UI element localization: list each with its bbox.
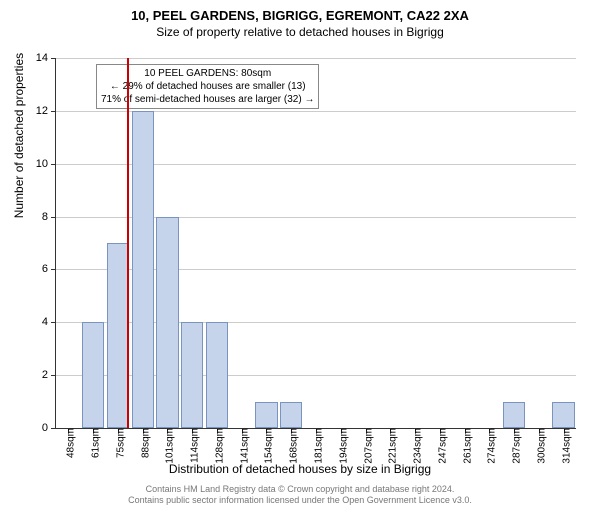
x-tick-label: 314sqm	[555, 428, 572, 464]
x-tick-label: 261sqm	[456, 428, 473, 464]
x-tick-label: 194sqm	[332, 428, 349, 464]
x-tick-label: 88sqm	[134, 428, 151, 458]
histogram-bar	[132, 111, 154, 428]
chart-title: 10, PEEL GARDENS, BIGRIGG, EGREMONT, CA2…	[0, 8, 600, 23]
x-tick-label: 154sqm	[258, 428, 275, 464]
histogram-bar	[503, 402, 525, 428]
x-tick-label: 247sqm	[431, 428, 448, 464]
x-tick-label: 75sqm	[109, 428, 126, 458]
footer-line-1: Contains HM Land Registry data © Crown c…	[0, 484, 600, 495]
x-tick-label: 114sqm	[184, 428, 201, 463]
x-tick-label: 300sqm	[530, 428, 547, 464]
annotation-line-3: 71% of semi-detached houses are larger (…	[101, 93, 314, 106]
x-tick-label: 274sqm	[481, 428, 498, 464]
y-tick-label: 12	[36, 105, 56, 117]
x-tick-label: 101sqm	[159, 428, 176, 464]
histogram-bar	[156, 217, 178, 428]
x-tick-label: 207sqm	[357, 428, 374, 464]
x-tick-label: 221sqm	[382, 428, 399, 464]
histogram-bar	[206, 322, 228, 428]
y-tick-label: 0	[42, 422, 56, 434]
x-tick-label: 141sqm	[233, 428, 250, 464]
histogram-bar	[82, 322, 104, 428]
y-tick-label: 2	[42, 369, 56, 381]
x-tick-label: 61sqm	[85, 428, 102, 458]
x-tick-label: 128sqm	[208, 428, 225, 464]
x-tick-label: 168sqm	[283, 428, 300, 464]
y-tick-label: 6	[42, 263, 56, 275]
x-axis-title: Distribution of detached houses by size …	[0, 462, 600, 476]
footer-line-2: Contains public sector information licen…	[0, 495, 600, 506]
annotation-line-1: 10 PEEL GARDENS: 80sqm	[101, 67, 314, 80]
histogram-bar	[552, 402, 574, 428]
x-tick-label: 181sqm	[308, 428, 325, 464]
property-marker-line	[127, 58, 129, 428]
histogram-bar	[181, 322, 203, 428]
x-tick-label: 287sqm	[506, 428, 523, 464]
annotation-box: 10 PEEL GARDENS: 80sqm ← 29% of detached…	[96, 64, 319, 109]
x-tick-label: 48sqm	[60, 428, 77, 458]
histogram-bar	[255, 402, 277, 428]
histogram-bar	[107, 243, 129, 428]
y-axis-title: Number of detached properties	[12, 53, 26, 218]
chart-container: 10, PEEL GARDENS, BIGRIGG, EGREMONT, CA2…	[0, 8, 600, 508]
y-tick-label: 8	[42, 211, 56, 223]
y-tick-label: 4	[42, 316, 56, 328]
annotation-line-2: ← 29% of detached houses are smaller (13…	[101, 80, 314, 93]
x-tick-label: 234sqm	[407, 428, 424, 464]
histogram-bar	[280, 402, 302, 428]
attribution-footer: Contains HM Land Registry data © Crown c…	[0, 484, 600, 506]
chart-subtitle: Size of property relative to detached ho…	[0, 25, 600, 39]
y-tick-label: 10	[36, 158, 56, 170]
plot-area: 10 PEEL GARDENS: 80sqm ← 29% of detached…	[55, 58, 576, 429]
gridline	[56, 58, 576, 59]
y-tick-label: 14	[36, 52, 56, 64]
